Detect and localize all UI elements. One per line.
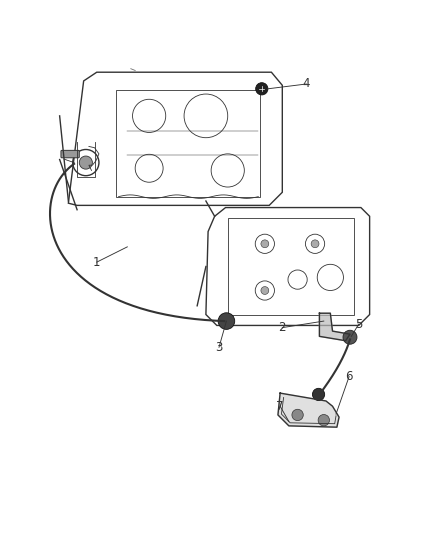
Circle shape bbox=[312, 389, 325, 400]
Circle shape bbox=[261, 240, 269, 248]
Text: 5: 5 bbox=[355, 318, 362, 330]
Circle shape bbox=[292, 409, 303, 421]
Circle shape bbox=[261, 287, 269, 294]
Circle shape bbox=[256, 83, 268, 95]
Circle shape bbox=[311, 240, 319, 248]
Circle shape bbox=[318, 415, 329, 426]
Text: 6: 6 bbox=[345, 370, 353, 383]
Polygon shape bbox=[319, 313, 350, 341]
Polygon shape bbox=[278, 393, 339, 427]
Text: 2: 2 bbox=[279, 321, 286, 334]
Circle shape bbox=[218, 313, 235, 329]
Text: 7: 7 bbox=[276, 400, 284, 413]
Text: 1: 1 bbox=[93, 256, 100, 269]
FancyBboxPatch shape bbox=[61, 150, 79, 158]
Circle shape bbox=[79, 156, 92, 169]
Circle shape bbox=[343, 330, 357, 344]
Text: 4: 4 bbox=[303, 77, 310, 91]
Text: 3: 3 bbox=[215, 341, 223, 354]
